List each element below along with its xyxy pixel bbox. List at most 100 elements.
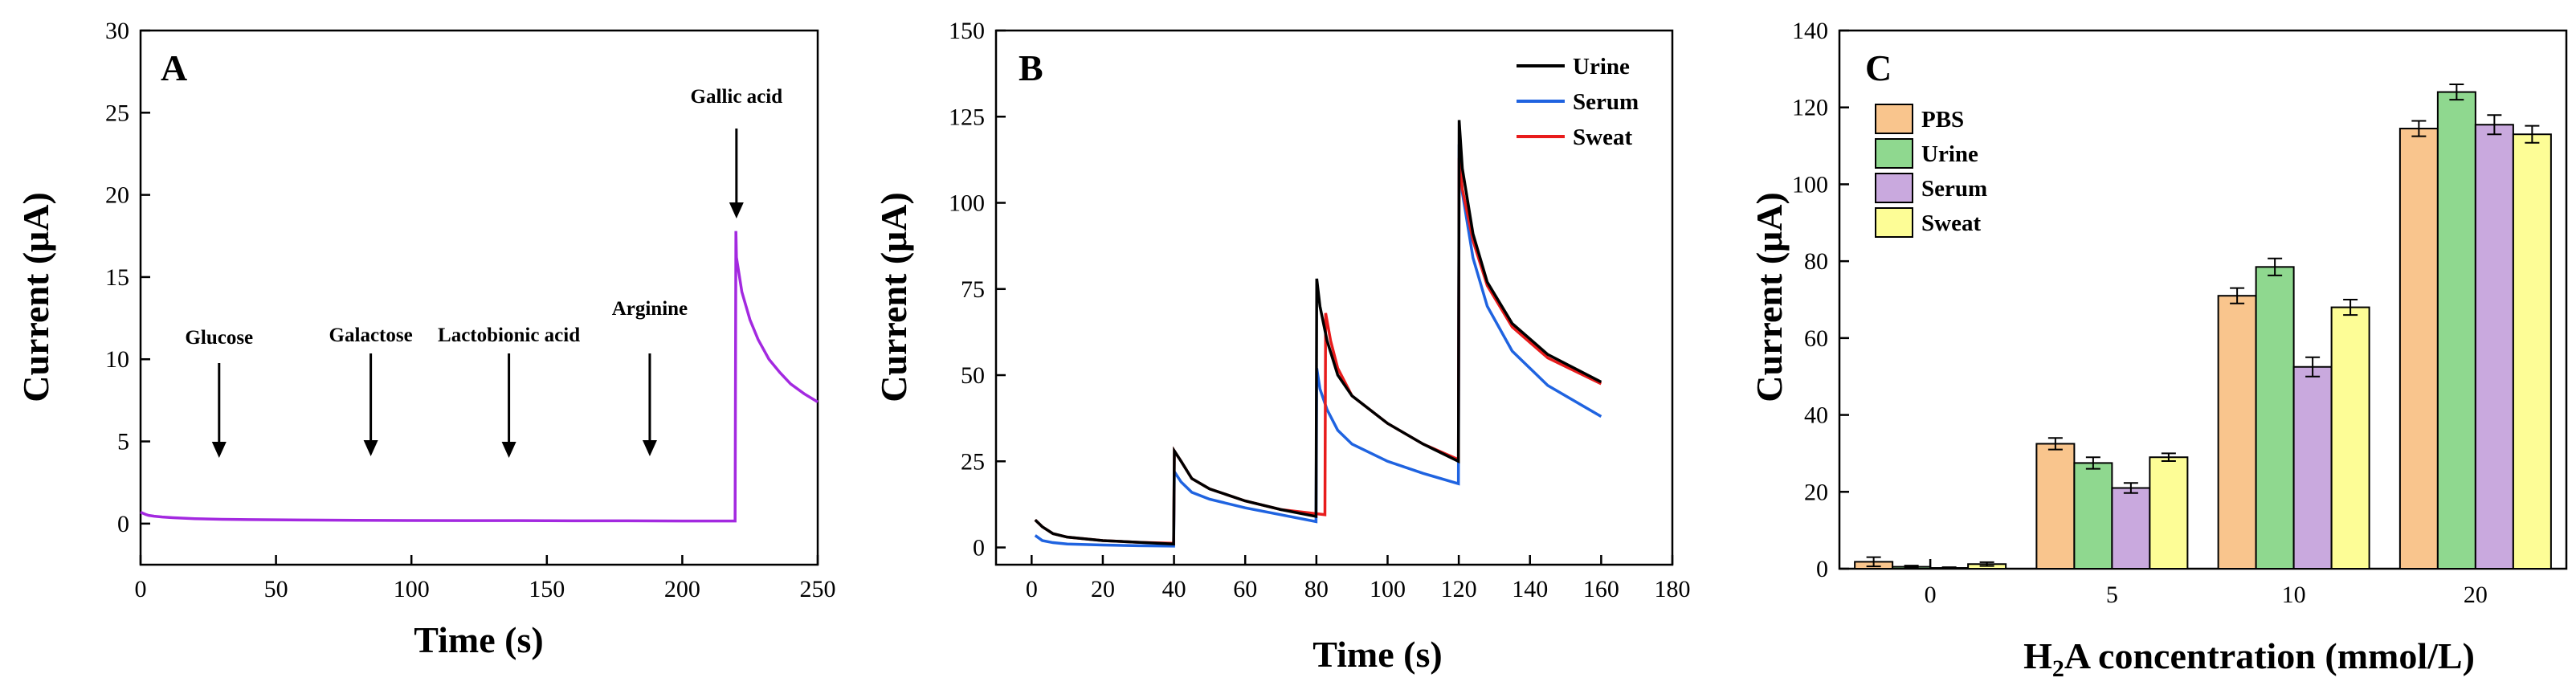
panel-a-frame (139, 29, 819, 566)
panel-a-arrowhead (729, 202, 744, 218)
panel-b-frame (994, 29, 1674, 566)
panel-b-series-sweat (1034, 157, 1602, 545)
panel-a-arrowhead (501, 442, 516, 458)
panel-b-xtick-label: 160 (1583, 576, 1619, 602)
panel-c-xtick-label: 20 (2464, 582, 2488, 608)
panel-b-xtick-label: 100 (1370, 576, 1406, 602)
panel-b-ytick-label: 0 (973, 535, 985, 561)
panel-b-xtick-label: 140 (1512, 576, 1548, 602)
panel-c-bar (2330, 306, 2370, 570)
panel-a-annotation: Arginine (612, 298, 688, 320)
panel-b-ticks: 0 20 40 60 80 100 120 140 160 180 0 25 50 75 100 125 150 (949, 18, 1691, 602)
panel-a-ytick-label: 30 (105, 18, 129, 44)
panel-b: B 0 20 40 60 80 100 120 140 160 180 0 25 50 75 100 125 1… (873, 18, 1691, 675)
panel-c-ytick-label: 140 (1792, 18, 1828, 44)
panel-a-letter: A (161, 47, 187, 88)
panel-c-xtick-label: 5 (2106, 582, 2118, 608)
panel-c-xlabel-sub: 2 (2052, 655, 2064, 682)
panel-b-ytick-label: 100 (949, 190, 985, 217)
panel-c-bar (2073, 462, 2113, 570)
panel-c-xtick-label: 10 (2282, 582, 2306, 608)
panel-c-ytick-label: 100 (1792, 171, 1828, 198)
panel-a-ticks: 0 50 100 150 200 250 0 5 10 15 20 25 30 (105, 18, 836, 602)
panel-c-ytick-label: 0 (1816, 556, 1828, 582)
panel-c-bar (2111, 487, 2151, 570)
panel-b-legend-label: Serum (1573, 89, 1639, 115)
panel-a-line (140, 231, 819, 523)
panel-c-ticks: 0 20 40 60 80 100 120 140 0 5 10 20 (1792, 18, 2488, 608)
panel-c-ytick-label: 20 (1804, 479, 1828, 505)
panel-a-annotations: Glucose Galactose Lactobionic acid Arginine… (185, 86, 782, 458)
panel-a-xtick-label: 0 (135, 576, 147, 602)
panel-b-legend-label: Sweat (1573, 125, 1632, 150)
panel-c-ylabel: Current (μA) (1749, 192, 1790, 402)
panel-c-legend-label: Serum (1921, 176, 1987, 202)
panel-a-ytick-label: 5 (117, 429, 129, 455)
panel-c-legend-label: PBS (1921, 107, 1964, 133)
panel-c-legend-swatch (1875, 173, 1913, 203)
panel-a-arrowhead (642, 440, 657, 456)
panel-b-xtick-label: 80 (1304, 576, 1329, 602)
panel-c-bar (2474, 124, 2514, 570)
panel-a-annotation: Gallic acid (691, 86, 783, 108)
panel-c-frame (1838, 29, 2568, 570)
panel-a-xtick-label: 100 (394, 576, 430, 602)
panel-c-letter: C (1865, 47, 1892, 88)
panel-c-bar (2398, 128, 2439, 570)
panel-a-ytick-label: 10 (105, 346, 129, 373)
panel-a-ytick-label: 20 (105, 182, 129, 209)
panel-c-legend-swatch (1875, 104, 1913, 134)
panel-b-xlabel: Time (s) (1312, 634, 1442, 675)
panel-a-ytick-label: 25 (105, 100, 129, 126)
panel-a-xtick-label: 50 (264, 576, 288, 602)
panel-c-bar (2512, 133, 2552, 570)
panel-a-annotation: Galactose (329, 325, 413, 346)
panel-c-bar (2035, 443, 2076, 570)
panel-a-xlabel: Time (s) (414, 619, 543, 660)
panel-b-xtick-label: 60 (1233, 576, 1257, 602)
panel-b-lines (1034, 120, 1602, 548)
panel-a-ytick-label: 15 (105, 264, 129, 291)
panel-c-legend-label: Urine (1921, 141, 1978, 167)
panel-c-legend-swatch (1875, 138, 1913, 169)
panel-c-xlabel-rest: A concentration (mmol/L) (2064, 635, 2475, 676)
panel-b-xtick-label: 40 (1162, 576, 1186, 602)
panel-b-ytick-label: 25 (961, 448, 985, 475)
panel-b-legend-label: Urine (1573, 54, 1630, 80)
panel-b-ytick-label: 150 (949, 18, 985, 44)
panel-a-ylabel: Current (μA) (15, 192, 56, 402)
panel-b-ytick-label: 50 (961, 362, 985, 389)
panel-c-ytick-label: 80 (1804, 248, 1828, 275)
panel-c-legend: PBS Urine Serum Sweat (1875, 104, 1987, 238)
panel-a-xtick-label: 150 (529, 576, 565, 602)
panel-b-ylabel: Current (μA) (873, 192, 914, 402)
panel-a-ytick-label: 0 (117, 511, 129, 537)
panel-c-ytick-label: 120 (1792, 95, 1828, 121)
panel-c-bar (2292, 365, 2333, 570)
panel-c-bar (2255, 266, 2295, 570)
panel-a-xtick-label: 250 (800, 576, 836, 602)
panel-a-annotation: Lactobionic acid (438, 325, 580, 346)
panel-b-letter: B (1019, 47, 1043, 88)
panel-c-xlabel: H2A concentration (mmol/L) (2023, 635, 2475, 682)
panel-c-bar (2436, 91, 2476, 570)
panel-a-arrowhead (211, 442, 227, 458)
panel-b-series-urine (1034, 120, 1602, 546)
panel-c-xtick-label: 0 (1925, 582, 1937, 608)
panel-c-ytick-label: 40 (1804, 402, 1828, 429)
panel-c-ytick-label: 60 (1804, 325, 1828, 352)
panel-b-xtick-label: 0 (1026, 576, 1038, 602)
panel-a: A 0 50 100 150 200 250 0 5 10 15 20 25 30 Glucose Gal… (15, 18, 836, 660)
panel-c-bars (1854, 84, 2552, 570)
panel-c-xlabel-h: H (2023, 635, 2052, 676)
panel-a-arrowhead (363, 440, 378, 456)
panel-c: C 0 20 40 60 80 100 120 140 0 5 10 20 PBS Urine Serum… (1749, 18, 2568, 682)
panel-b-legend: Urine Serum Sweat (1517, 54, 1639, 150)
panel-c-legend-label: Sweat (1921, 210, 1981, 236)
panel-a-annotation: Glucose (185, 327, 253, 349)
panel-b-xtick-label: 20 (1091, 576, 1115, 602)
panel-c-bar (2149, 456, 2189, 570)
panel-c-legend-swatch (1875, 207, 1913, 238)
panel-b-series-serum (1034, 144, 1602, 548)
